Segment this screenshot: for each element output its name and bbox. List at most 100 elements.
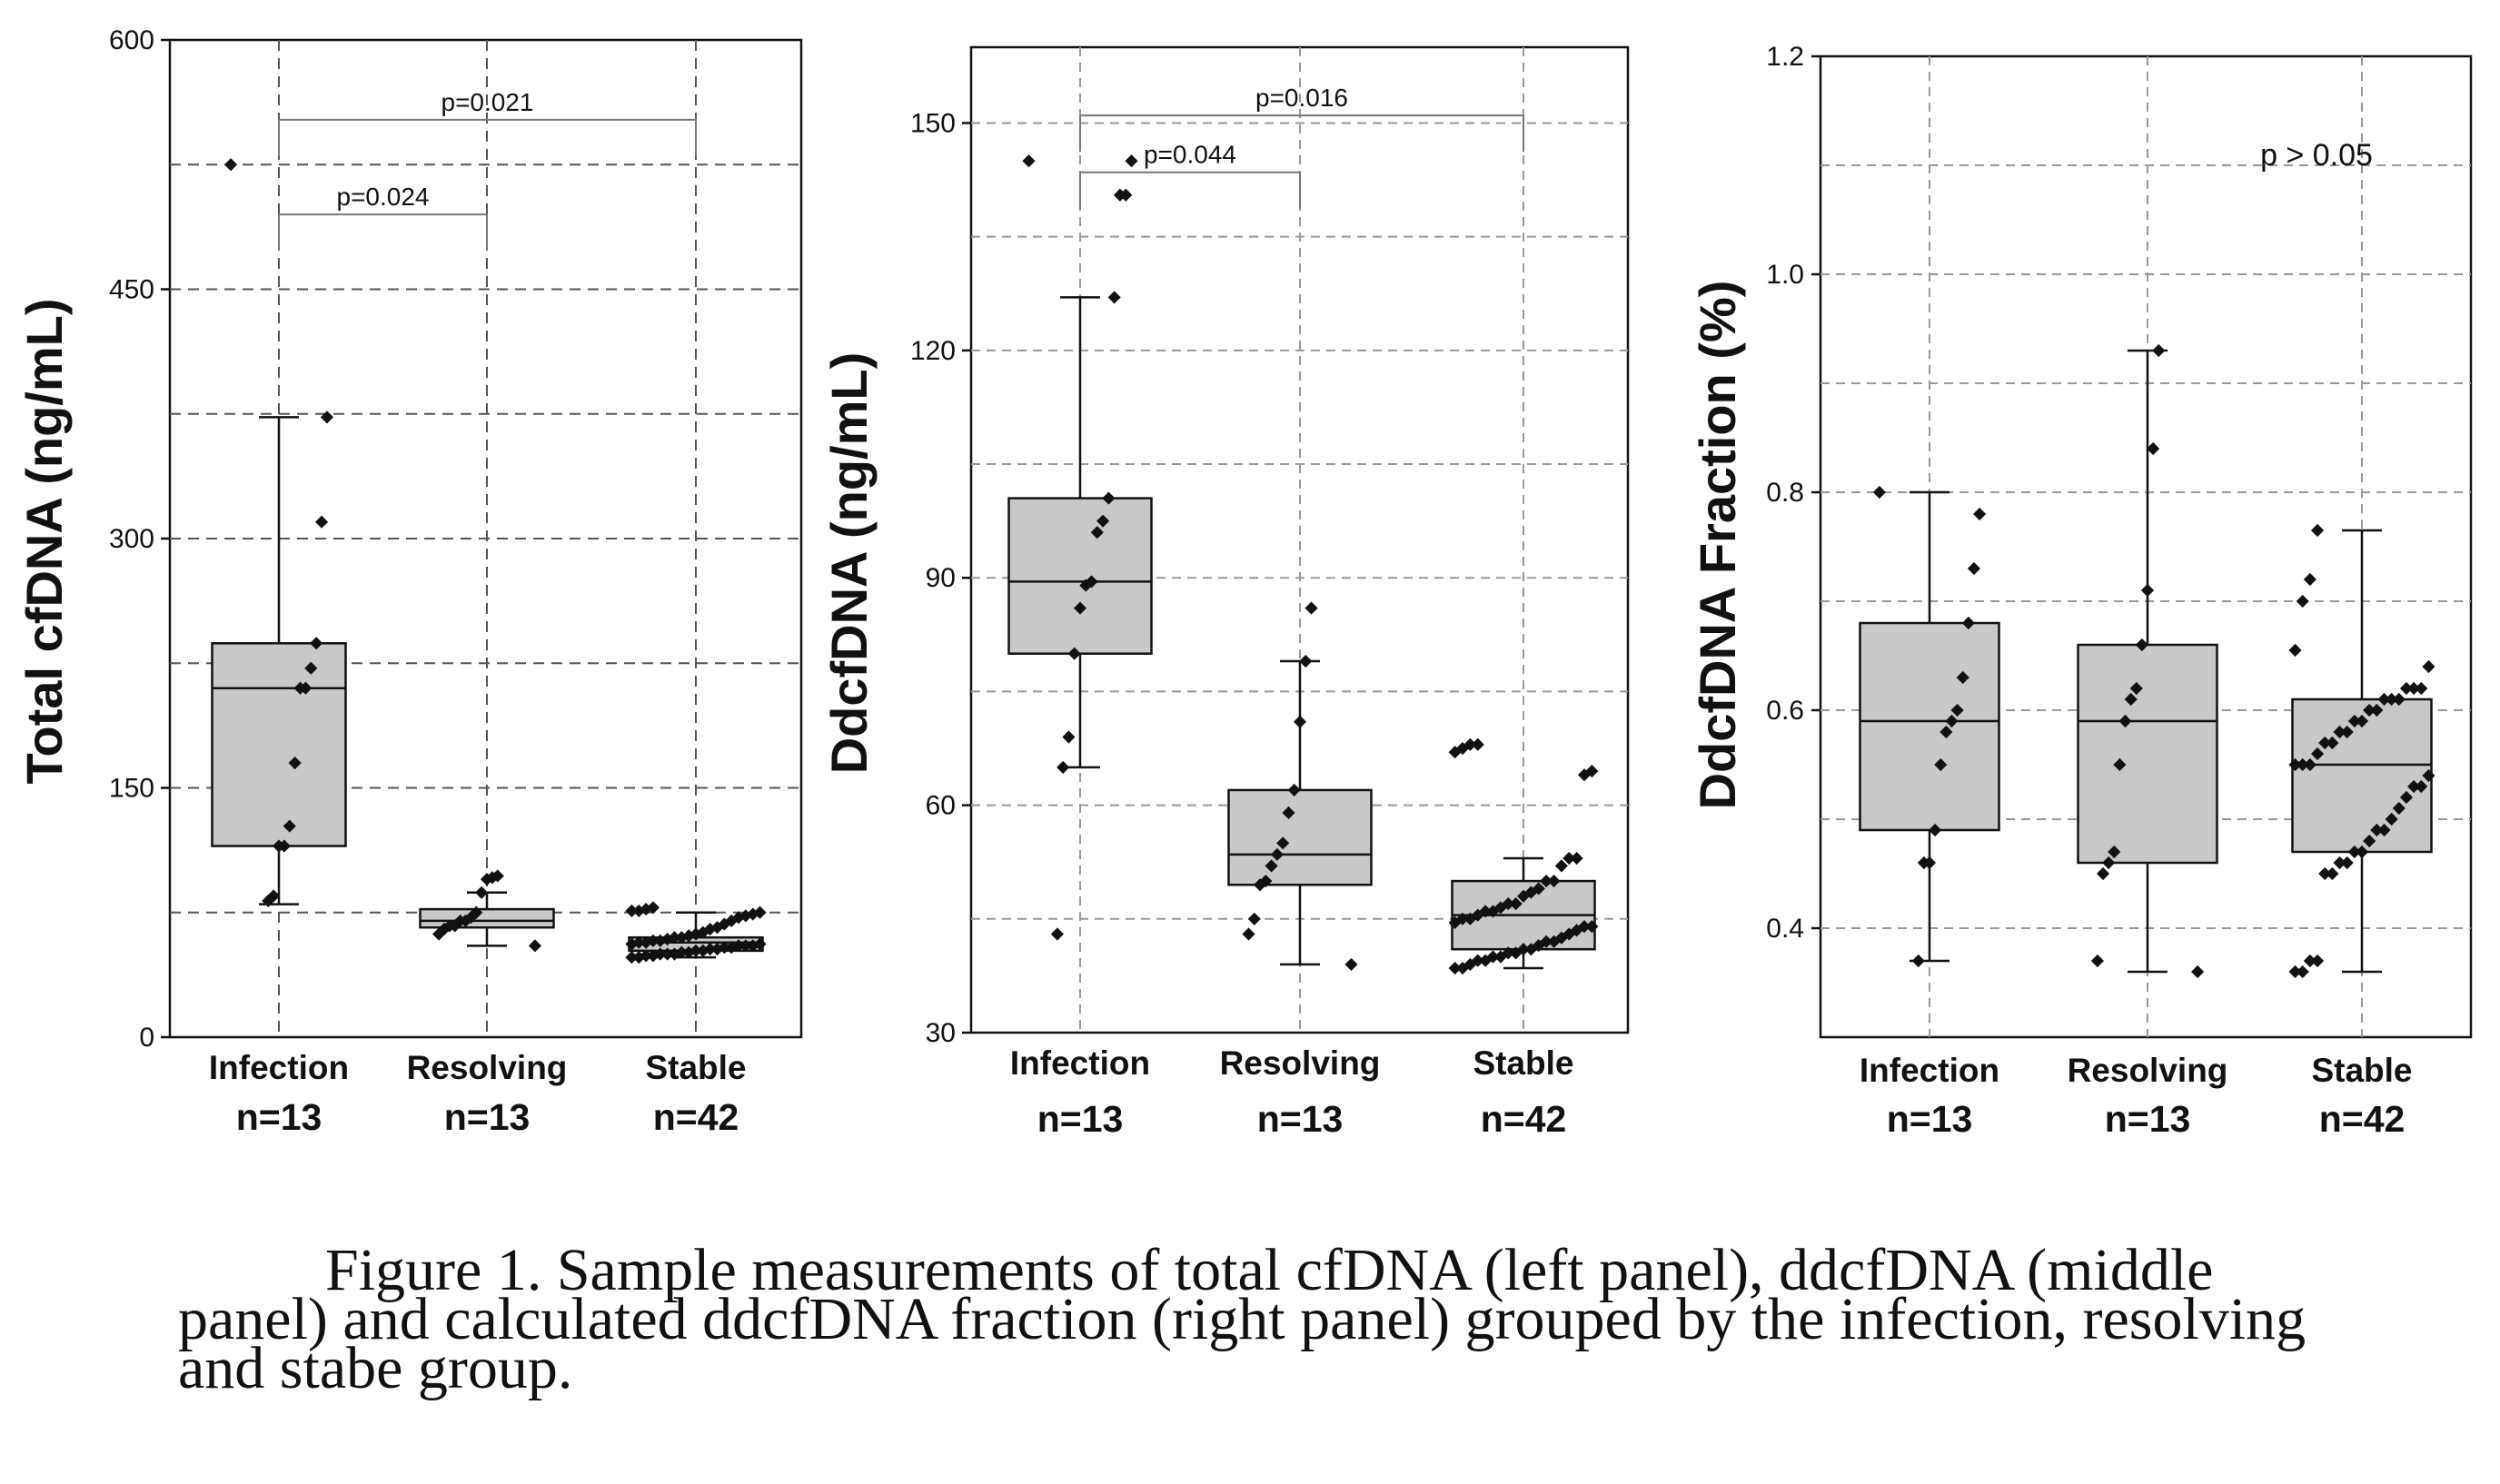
data-point (739, 939, 752, 953)
data-point (1516, 889, 1531, 903)
data-point (224, 158, 238, 172)
data-point (2191, 965, 2205, 979)
sample-size-label: n=42 (653, 1096, 739, 1138)
data-point (653, 934, 667, 947)
data-point (1057, 760, 1070, 774)
data-point (314, 515, 329, 529)
data-point (1242, 927, 1255, 941)
data-point (1079, 579, 1093, 592)
data-point (2399, 681, 2414, 696)
y-tick-label: 0.6 (1766, 696, 1804, 726)
data-point (1493, 950, 1507, 964)
data-point (1305, 601, 1318, 615)
data-point (1448, 746, 1462, 759)
data-point (1486, 905, 1500, 918)
box-iqr (211, 642, 347, 847)
p-value-annotation: p=0.021 (441, 88, 534, 116)
data-point (710, 942, 724, 956)
data-point (283, 819, 296, 833)
y-tick-label: 1.0 (1766, 260, 1804, 290)
figure-caption: Figure 1. Sample measurements of total c… (178, 1237, 2307, 1401)
data-point (1293, 715, 1307, 728)
panel-ddcfdna-fraction: 0.4 0.6 0.8 1.0 1.2 DdcfDNA Fraction (%) Infec… (1689, 42, 2473, 1140)
data-point (1562, 851, 1576, 866)
box-iqr (1007, 497, 1153, 655)
p-value-annotation: p=0.044 (1144, 141, 1236, 169)
data-point (1509, 897, 1523, 911)
category-label: Infection (209, 1049, 349, 1086)
data-point (1125, 154, 1138, 168)
p-value-annotation: p=0.016 (1255, 84, 1348, 112)
data-point (320, 411, 333, 424)
category-label: Stable (2311, 1052, 2412, 1089)
sample-size-label: n=42 (1481, 1098, 1567, 1140)
category-label: Resolving (1220, 1044, 1381, 1082)
data-point (696, 944, 709, 957)
y-axis-label: DdcfDNA Fraction (%) (1689, 281, 1746, 810)
significance-bracket (1079, 114, 1524, 153)
data-point (1872, 485, 1886, 500)
data-point (475, 885, 489, 899)
data-point (262, 894, 275, 908)
data-point (1062, 730, 1076, 744)
data-point (2333, 856, 2346, 870)
data-point (1448, 915, 1462, 930)
p-value-annotation: p=0.024 (337, 183, 430, 211)
data-point (293, 681, 307, 695)
panel-ddcfdna: 30 60 90 120 150 DdcfDNA (ng/mL) Infection n=13… (820, 45, 1630, 1140)
y-axis-label: DdcfDNA (ng/mL) (820, 352, 878, 775)
significance-bracket (278, 118, 697, 156)
significance-bracket (1079, 171, 1301, 209)
sample-size-label: n=13 (1257, 1098, 1344, 1140)
data-point (1073, 601, 1087, 615)
category-label: Resolving (2068, 1052, 2228, 1089)
box-iqr (1859, 621, 2000, 832)
sample-size-label: n=13 (1037, 1098, 1124, 1140)
y-tick-label: 0.8 (1766, 478, 1804, 508)
data-point (632, 904, 646, 917)
box-iqr (1227, 788, 1373, 886)
data-point (1282, 806, 1295, 820)
y-tick-label: 0.4 (1766, 914, 1804, 944)
data-point (625, 937, 639, 951)
data-point (1448, 961, 1462, 975)
p-value-annotation: p > 0.05 (2260, 138, 2373, 173)
data-point (2152, 343, 2166, 358)
data-point (1344, 957, 1358, 971)
data-point (1265, 859, 1278, 873)
data-point (528, 939, 541, 953)
y-tick-label: 150 (910, 108, 956, 138)
data-point (1050, 927, 1064, 941)
y-tick-label: 90 (926, 563, 956, 593)
data-point (1540, 875, 1553, 888)
y-tick-label: 300 (109, 524, 154, 554)
data-point (746, 939, 759, 953)
sample-size-label: n=42 (2319, 1098, 2406, 1140)
data-point (725, 941, 739, 955)
data-point (1585, 920, 1599, 934)
data-point (480, 873, 494, 886)
y-tick-label: 150 (109, 774, 154, 804)
data-point (1577, 768, 1592, 782)
data-point (2090, 954, 2104, 968)
data-point (1247, 912, 1261, 925)
sample-size-label: n=13 (2105, 1098, 2191, 1140)
category-label: Infection (1860, 1052, 1999, 1089)
data-point (1554, 859, 1568, 873)
sample-size-label: n=13 (236, 1096, 322, 1138)
data-point (1299, 654, 1313, 668)
data-point (646, 949, 660, 963)
data-point (682, 945, 696, 959)
data-point (2096, 866, 2110, 881)
data-point (1911, 954, 1925, 968)
data-point (1067, 647, 1081, 660)
data-point (2288, 965, 2302, 979)
y-tick-label: 1.2 (1766, 42, 1804, 72)
data-point (288, 756, 302, 770)
sample-size-label: n=13 (444, 1096, 531, 1138)
data-point (675, 931, 689, 945)
data-point (1471, 737, 1484, 751)
data-point (1509, 946, 1523, 960)
panel-total-cfdna: 0 150 300 450 600 Total cfDNA (ng/mL) Infectio… (15, 25, 803, 1138)
data-point (1270, 847, 1284, 861)
